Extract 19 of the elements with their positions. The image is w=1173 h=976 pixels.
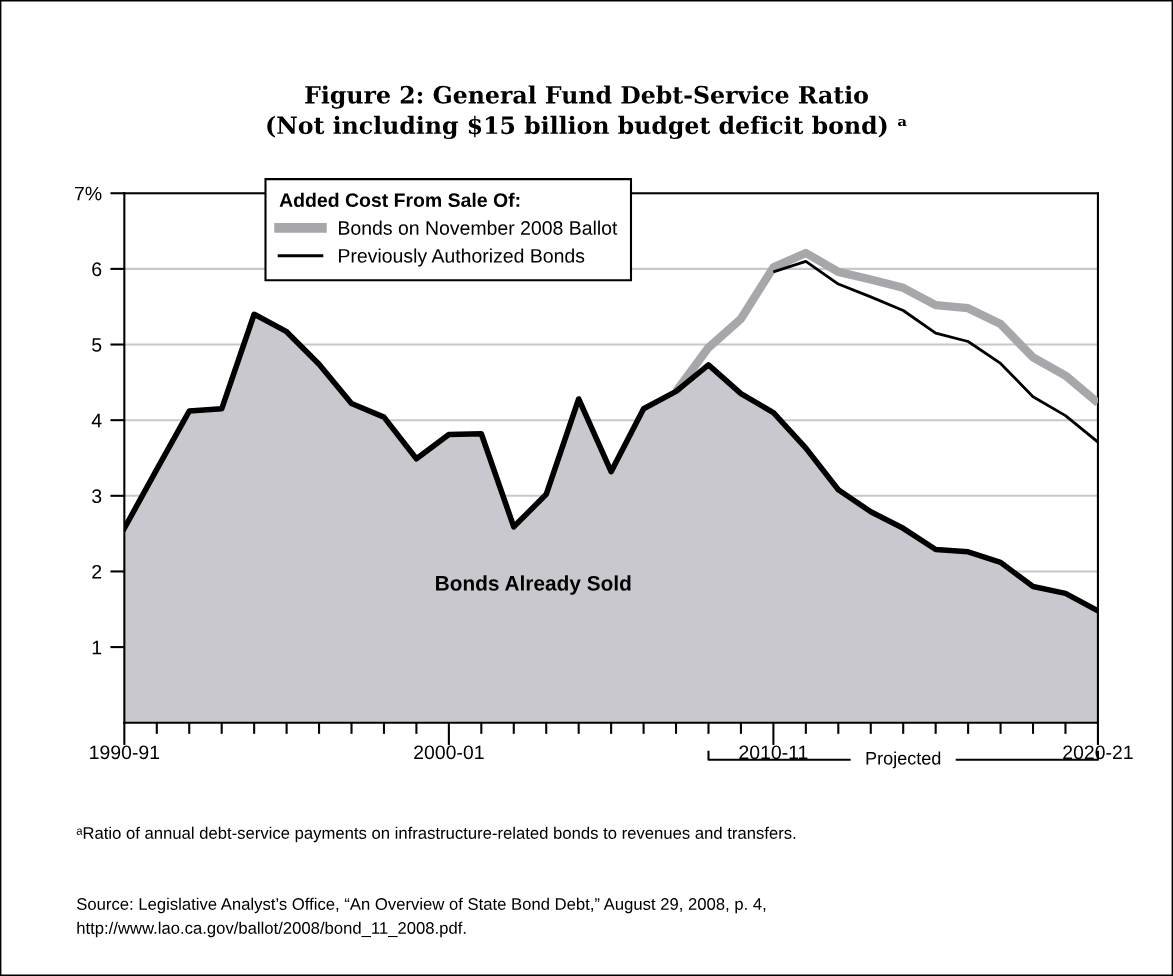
y-tick-label: 3 [92, 489, 102, 504]
x-tick-label: 2000-01 [414, 745, 484, 760]
y-tick-label: 1 [92, 640, 102, 655]
series-label: Bonds Already Sold [436, 575, 631, 595]
chart-title: Figure 2: General Fund Debt-Service Ratio (Not including $15 billion budget deficit bond) ᵃ [267, 85, 907, 140]
legend-label: Previously Authorized Bonds [339, 248, 585, 267]
source-note: Source: Legislative Analyst’s Office, “An Overview of State Bond Debt,” August 29, 2008, p. 4, http://www.lao.ca.gov/ballot/2008/bond_11_2008.pdf. [77, 897, 766, 938]
text: Projected [866, 751, 941, 769]
x-tick-label: 1990-91 [90, 745, 160, 760]
text: ᵃRatio of annual debt-service payments on infrastructure-related bonds to revenues and transfers. [76, 826, 796, 843]
y-tick-label: 7% [75, 186, 102, 201]
y-tick-label: 4 [91, 413, 102, 428]
y-tick-label: 5 [92, 338, 102, 352]
y-tick-label: 6 [92, 262, 102, 277]
x-tick-label: 2020-21 [1063, 745, 1133, 760]
x-tick-label: 2010-11 [739, 745, 808, 760]
y-tick-label: 2 [92, 564, 102, 579]
legend-label: Bonds on November 2008 Ballot [339, 220, 618, 235]
legend-title: Added Cost From Sale Of: [279, 192, 520, 208]
